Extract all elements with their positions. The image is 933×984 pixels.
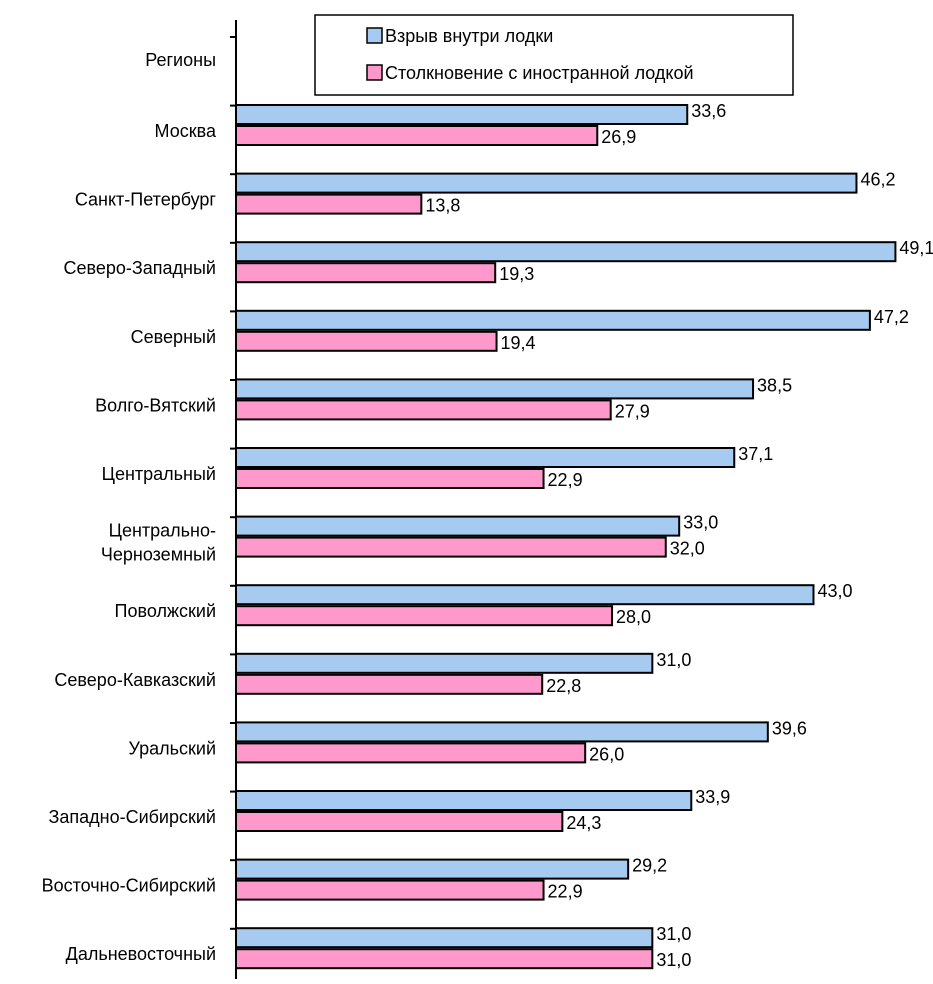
- legend: Взрыв внутри лодки Столкновение с иностр…: [314, 14, 794, 96]
- data-label-series-1: 49,1: [899, 238, 933, 258]
- bar-series-1: [235, 790, 693, 811]
- data-label-series-2: 28,0: [616, 607, 651, 627]
- category-label: Северо-Кавказский: [54, 670, 216, 690]
- data-label-series-2: 26,0: [589, 744, 624, 764]
- labels-layer: Москва 33,6 26,9 Санкт-Петербург 46,2 13,8 Сев…: [42, 101, 933, 970]
- data-label-series-1: 43,0: [817, 581, 852, 601]
- category-label: Дальневосточный: [66, 944, 216, 964]
- bar-series-2: [235, 948, 654, 970]
- data-label-series-1: 47,2: [874, 307, 909, 327]
- bar-series-2: [235, 262, 497, 284]
- data-label-series-2: 22,9: [548, 882, 583, 902]
- bar-series-2: [235, 193, 423, 215]
- data-label-series-2: 22,8: [546, 676, 581, 696]
- data-label-series-2: 13,8: [425, 196, 460, 216]
- legend-swatch-series-1: [366, 27, 383, 44]
- bar-series-1: [235, 309, 871, 331]
- data-label-series-2: 31,0: [656, 950, 691, 970]
- data-label-series-2: 22,9: [548, 470, 583, 490]
- category-label: Поволжский: [115, 601, 216, 621]
- bar-series-1: [235, 378, 755, 400]
- category-label: Черноземный: [101, 545, 216, 565]
- bar-series-1: [235, 927, 654, 949]
- bar-series-2: [235, 536, 667, 558]
- data-label-series-2: 19,3: [499, 264, 534, 284]
- bar-series-2: [235, 742, 587, 764]
- data-label-series-1: 33,6: [691, 101, 726, 121]
- legend-label-series-2: Столкновение с иностранной лодкой: [385, 63, 694, 83]
- bar-series-2: [235, 673, 544, 695]
- category-label: Москва: [155, 121, 217, 141]
- bar-series-2: [235, 811, 564, 832]
- data-label-series-2: 26,9: [601, 127, 636, 147]
- bar-series-1: [235, 172, 858, 194]
- bar-series-1: [235, 241, 897, 263]
- data-label-series-2: 19,4: [501, 333, 536, 353]
- category-label: Волго-Вятский: [95, 395, 216, 415]
- data-label-series-1: 39,6: [772, 718, 807, 738]
- bar-series-1: [235, 584, 815, 606]
- category-label: Центральный: [102, 464, 216, 484]
- category-axis-header: Регионы: [145, 50, 216, 70]
- bar-series-1: [235, 447, 736, 468]
- bar-series-1: [235, 721, 769, 743]
- category-label: Северный: [131, 327, 216, 347]
- bar-series-1: [235, 652, 654, 674]
- bar-series-2: [235, 399, 612, 421]
- data-label-series-2: 27,9: [615, 401, 650, 421]
- data-label-series-1: 46,2: [860, 170, 895, 190]
- bar-series-2: [235, 605, 614, 627]
- data-label-series-1: 33,0: [683, 513, 718, 533]
- bar-series-2: [235, 125, 599, 146]
- bar-series-1: [235, 515, 681, 537]
- data-label-series-1: 38,5: [757, 375, 792, 395]
- legend-swatch-series-2: [366, 64, 383, 81]
- category-label: Уральский: [128, 738, 216, 758]
- category-label: Центрально-: [109, 521, 216, 541]
- axis-layer: [230, 20, 237, 979]
- data-label-series-1: 31,0: [656, 924, 691, 944]
- bar-series-2: [235, 330, 498, 352]
- category-label: Санкт-Петербург: [75, 190, 217, 210]
- bar-series-1: [235, 858, 630, 880]
- legend-label-series-1: Взрыв внутри лодки: [385, 26, 553, 46]
- bar-series-2: [235, 468, 545, 489]
- bar-series-1: [235, 104, 689, 125]
- data-label-series-2: 32,0: [670, 539, 705, 559]
- legend-box: [314, 14, 794, 96]
- bars-layer: [235, 104, 897, 970]
- data-label-series-1: 37,1: [738, 444, 773, 464]
- category-label: Западно-Сибирский: [48, 807, 216, 827]
- data-label-series-1: 31,0: [656, 650, 691, 670]
- category-label: Восточно-Сибирский: [42, 876, 216, 896]
- data-label-series-1: 33,9: [695, 787, 730, 807]
- bar-series-2: [235, 879, 545, 901]
- category-label: Северо-Западный: [64, 258, 216, 278]
- data-label-series-2: 24,3: [566, 813, 601, 833]
- data-label-series-1: 29,2: [632, 856, 667, 876]
